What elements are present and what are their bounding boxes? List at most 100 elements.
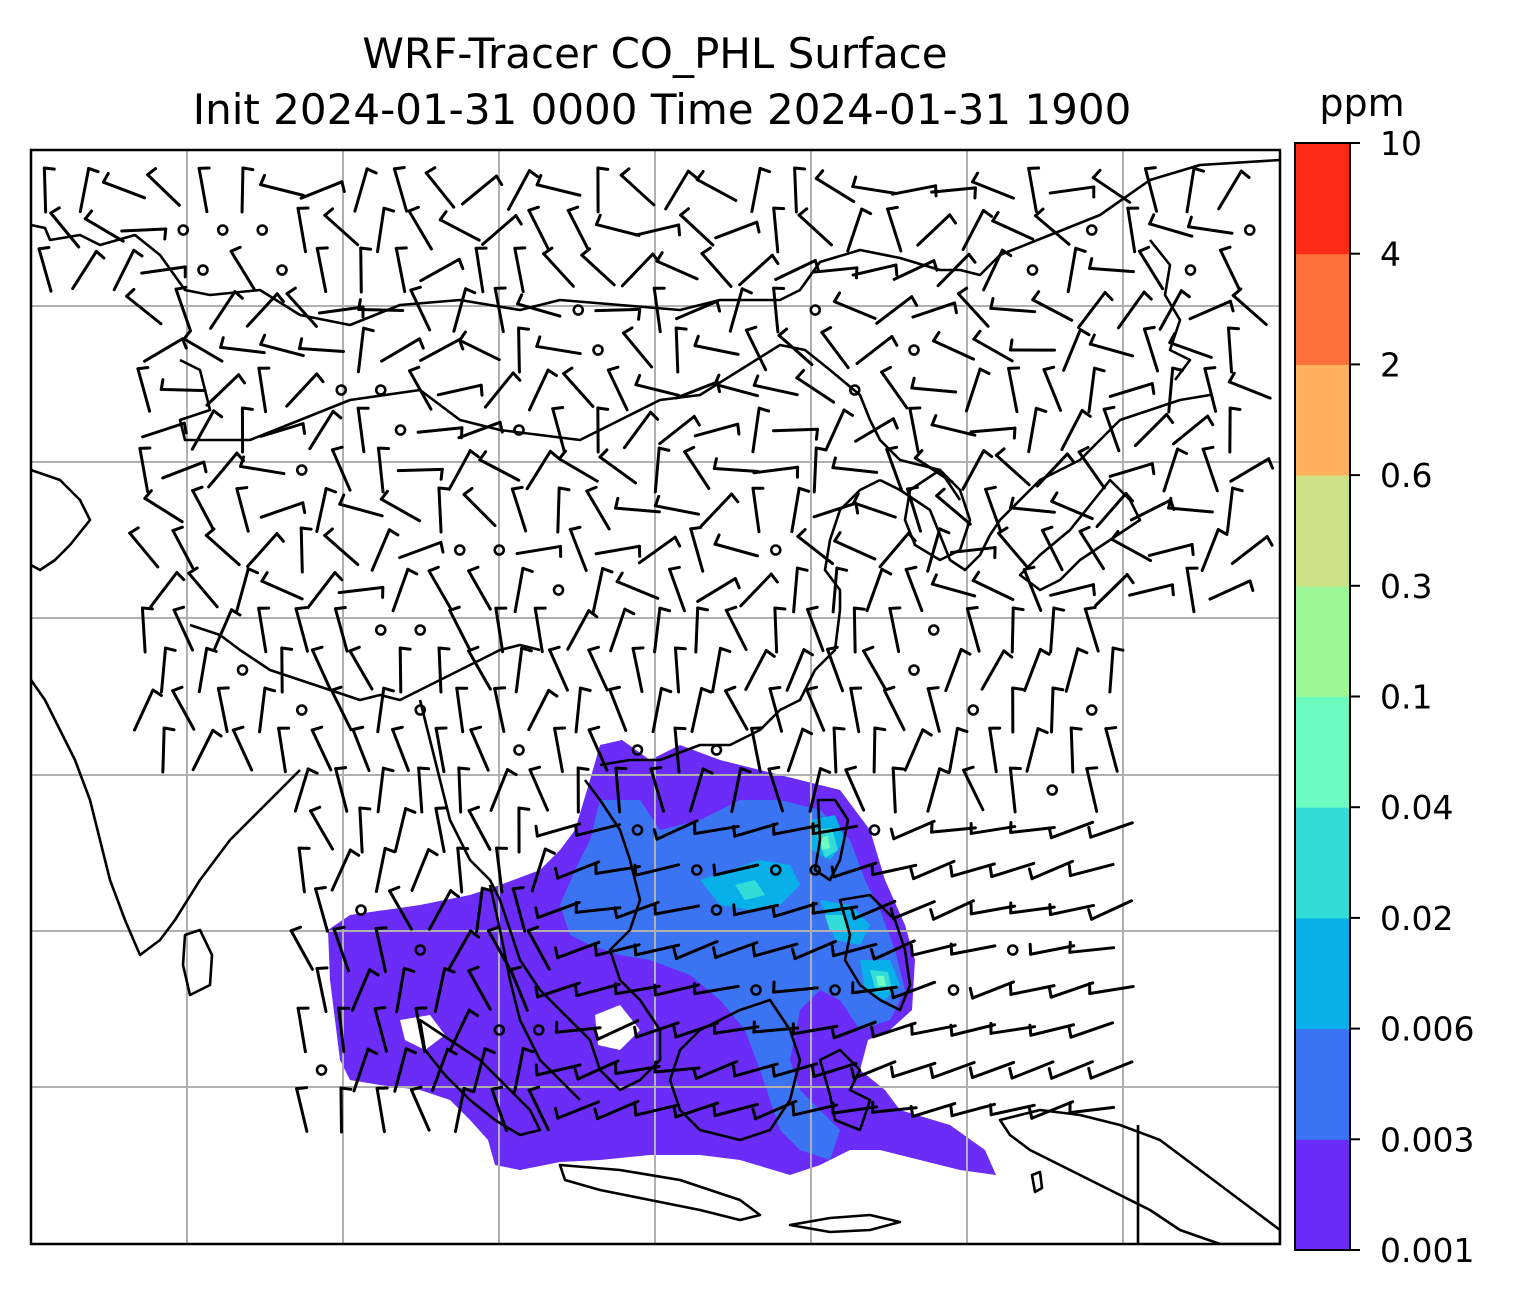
wind-barb: [750, 726, 764, 774]
colorbar-tick-label: 0.02: [1380, 899, 1453, 938]
calm-marker: [374, 624, 387, 636]
wind-barb: [338, 493, 384, 518]
wind-barb: [1077, 445, 1106, 490]
wind-barb: [668, 565, 686, 613]
wind-barb: [1095, 491, 1134, 529]
wind-barb: [712, 1102, 760, 1118]
wind-barb: [980, 649, 1014, 691]
wind-barb: [209, 290, 244, 330]
wind-barb: [785, 648, 815, 692]
wind-barb: [1025, 727, 1049, 773]
wind-barb: [409, 285, 432, 332]
wind-barb: [1108, 382, 1156, 398]
wind-barb: [535, 173, 582, 197]
wind-barb: [507, 169, 539, 211]
wind-barb: [548, 645, 569, 692]
wind-barb: [489, 768, 518, 812]
wind-barb: [891, 766, 905, 814]
wind-barb: [810, 1061, 858, 1079]
wind-barb: [1027, 859, 1074, 881]
colorbar-band-4: [1295, 696, 1350, 808]
wind-barb: [310, 725, 333, 772]
wind-barb: [591, 566, 614, 614]
wind-barb: [257, 366, 271, 414]
wind-barb: [374, 926, 388, 973]
calm-marker: [513, 424, 525, 436]
wind-barb: [182, 329, 224, 363]
wind-barb: [869, 939, 916, 961]
wind-barb: [481, 214, 523, 246]
wind-barb: [1200, 528, 1229, 572]
wind-barb: [370, 528, 400, 572]
wind-barb: [910, 1022, 957, 1036]
wind-barb: [509, 965, 529, 1012]
wind-barb: [376, 766, 395, 814]
calm-marker: [947, 984, 960, 996]
wind-barb: [911, 301, 958, 319]
wind-barb: [832, 291, 877, 320]
wind-barb: [633, 1021, 680, 1039]
colorbar-unit-label: ppm: [1319, 81, 1404, 125]
wind-barb: [613, 900, 660, 920]
wind-barb: [574, 823, 621, 837]
wind-barb: [658, 414, 701, 446]
wind-barb: [410, 848, 439, 892]
wind-barb: [120, 227, 168, 241]
java: [558, 1163, 762, 1222]
wind-barb: [929, 1060, 976, 1080]
wind-barb: [245, 292, 285, 328]
wind-barb: [949, 1023, 997, 1037]
south-asia-border: [31, 468, 541, 702]
wind-barb: [395, 966, 416, 1014]
wind-barb: [1108, 462, 1156, 478]
tracer-concentration-field: [328, 740, 996, 1175]
wind-barb: [527, 688, 559, 732]
wind-barb: [332, 925, 350, 973]
wind-barb: [1009, 496, 1056, 514]
wind-barb: [257, 606, 271, 654]
wind-barb: [609, 607, 636, 653]
wind-barb: [790, 939, 837, 961]
wind-barb: [487, 925, 512, 971]
wind-barb: [161, 726, 176, 774]
wind-barb: [852, 492, 897, 519]
wind-barb: [1087, 821, 1134, 839]
colorbar-tick-label: 10: [1380, 124, 1422, 163]
korea-peninsula: [903, 468, 972, 562]
wind-barb: [844, 765, 866, 812]
wind-barb: [1028, 1023, 1076, 1037]
wind-barb: [427, 565, 453, 611]
tracer-level-0.02: [735, 828, 892, 992]
wind-barb: [1116, 290, 1153, 330]
wind-barb: [696, 577, 741, 603]
wind-barb: [1011, 686, 1025, 734]
wind-barb: [351, 725, 371, 772]
wind-barb: [880, 365, 909, 410]
wind-barb: [1158, 289, 1191, 331]
wind-barb: [453, 1086, 475, 1134]
wind-barb: [930, 820, 977, 834]
wind-barb: [892, 259, 939, 281]
wind-barb: [832, 726, 846, 774]
wind-barb: [348, 645, 374, 691]
wind-barb: [714, 220, 761, 240]
wind-barb: [631, 646, 645, 694]
colorbar-tick-label: 0.006: [1380, 1010, 1474, 1049]
wind-barb: [916, 213, 958, 247]
sri-lanka: [181, 928, 214, 997]
wind-barb: [534, 822, 582, 838]
calm-marker: [1006, 944, 1019, 956]
wind-barb: [391, 725, 410, 773]
calm-marker: [809, 304, 822, 316]
wind-barb: [969, 426, 1017, 440]
wind-barb: [651, 686, 673, 734]
calm-marker: [414, 944, 427, 956]
wind-barb: [711, 646, 732, 694]
wind-barb: [587, 725, 609, 772]
wind-barb: [772, 206, 786, 254]
wind-barb: [637, 535, 682, 565]
wind-barb: [633, 943, 681, 957]
wind-barb: [851, 263, 899, 277]
wind-barb: [594, 213, 641, 237]
